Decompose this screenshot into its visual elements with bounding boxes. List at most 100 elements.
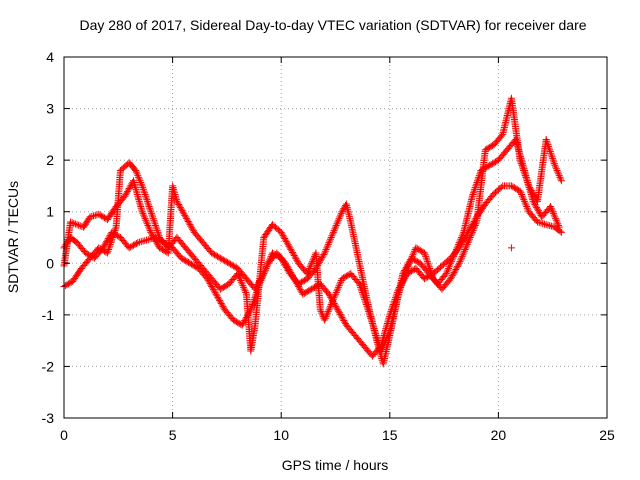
data-point xyxy=(522,201,530,209)
data-point xyxy=(225,259,233,267)
data-point xyxy=(421,275,429,283)
series-track-c xyxy=(60,94,565,355)
data-point xyxy=(520,168,528,176)
data-point xyxy=(179,208,187,216)
data-point xyxy=(293,256,301,264)
data-point xyxy=(449,270,457,278)
data-point xyxy=(533,205,541,213)
x-tick-label: 0 xyxy=(60,427,68,443)
data-point xyxy=(497,183,505,191)
data-point xyxy=(472,220,480,228)
data-point xyxy=(83,250,91,258)
data-point xyxy=(332,290,339,298)
data-point xyxy=(340,317,348,325)
data-point xyxy=(105,246,113,254)
data-point xyxy=(321,249,329,257)
data-point xyxy=(234,271,242,279)
data-point xyxy=(229,262,237,270)
data-point xyxy=(338,208,346,216)
data-point xyxy=(334,285,342,293)
data-point xyxy=(333,304,341,312)
data-point xyxy=(273,252,281,260)
data-point xyxy=(456,258,464,266)
data-point xyxy=(280,259,288,267)
data-point xyxy=(73,221,81,229)
data-point xyxy=(96,211,104,219)
data-point xyxy=(185,219,193,227)
data-point xyxy=(444,266,452,274)
data-point xyxy=(556,227,564,235)
data-point xyxy=(147,228,155,236)
data-point xyxy=(469,189,477,197)
data-point xyxy=(520,197,528,205)
data-point xyxy=(487,142,495,150)
data-point xyxy=(189,225,197,233)
data-point xyxy=(331,225,339,233)
data-point xyxy=(521,172,529,180)
data-point xyxy=(328,299,336,307)
data-point xyxy=(311,283,319,291)
data-point xyxy=(211,289,219,297)
data-point xyxy=(241,287,249,295)
data-point xyxy=(145,203,153,211)
data-point xyxy=(553,218,561,226)
data-point xyxy=(70,219,78,227)
data-point xyxy=(63,281,71,289)
data-point xyxy=(299,277,307,285)
data-point xyxy=(190,262,198,270)
x-axis-label: GPS time / hours xyxy=(282,457,389,473)
data-point xyxy=(325,290,333,298)
data-point xyxy=(149,215,157,223)
data-point xyxy=(215,253,223,261)
axis-ticks: 0 5 10 15 20 25 -3 -2 -1 0 1 2 3 4 xyxy=(42,49,615,443)
data-point xyxy=(184,218,192,226)
data-point xyxy=(542,136,550,144)
data-point xyxy=(99,246,107,254)
data-point xyxy=(364,306,372,314)
data-point xyxy=(96,245,104,253)
data-point xyxy=(123,188,131,196)
data-point xyxy=(507,244,515,252)
data-point xyxy=(212,252,220,260)
data-point xyxy=(555,172,563,180)
data-point xyxy=(412,257,420,265)
data-point xyxy=(551,213,559,221)
data-point xyxy=(237,278,245,286)
data-point xyxy=(106,242,114,250)
data-point xyxy=(370,325,378,333)
series xyxy=(60,94,565,368)
data-point xyxy=(556,173,564,181)
data-point xyxy=(109,232,117,240)
data-point xyxy=(357,285,365,293)
data-point xyxy=(279,231,287,239)
data-point xyxy=(208,249,216,257)
data-point xyxy=(550,160,558,168)
data-point xyxy=(401,271,409,279)
data-point xyxy=(470,225,478,233)
data-point xyxy=(210,287,218,295)
data-point xyxy=(373,333,381,341)
data-point xyxy=(99,213,107,221)
data-point xyxy=(239,282,247,290)
data-point xyxy=(131,240,139,248)
data-point xyxy=(445,263,453,271)
data-point xyxy=(269,249,277,257)
data-point xyxy=(554,221,562,229)
data-point xyxy=(110,228,118,236)
data-point xyxy=(329,295,337,303)
data-point xyxy=(380,340,388,348)
data-point xyxy=(278,230,286,238)
data-point xyxy=(518,191,526,199)
data-point xyxy=(274,252,282,260)
data-point xyxy=(528,188,536,196)
data-point xyxy=(145,201,153,209)
data-point xyxy=(456,237,464,245)
data-point xyxy=(469,191,477,199)
data-point xyxy=(357,283,365,291)
data-point xyxy=(288,248,296,256)
data-point xyxy=(231,317,239,325)
data-point xyxy=(542,221,550,229)
data-point xyxy=(127,243,135,251)
data-point xyxy=(469,227,477,235)
